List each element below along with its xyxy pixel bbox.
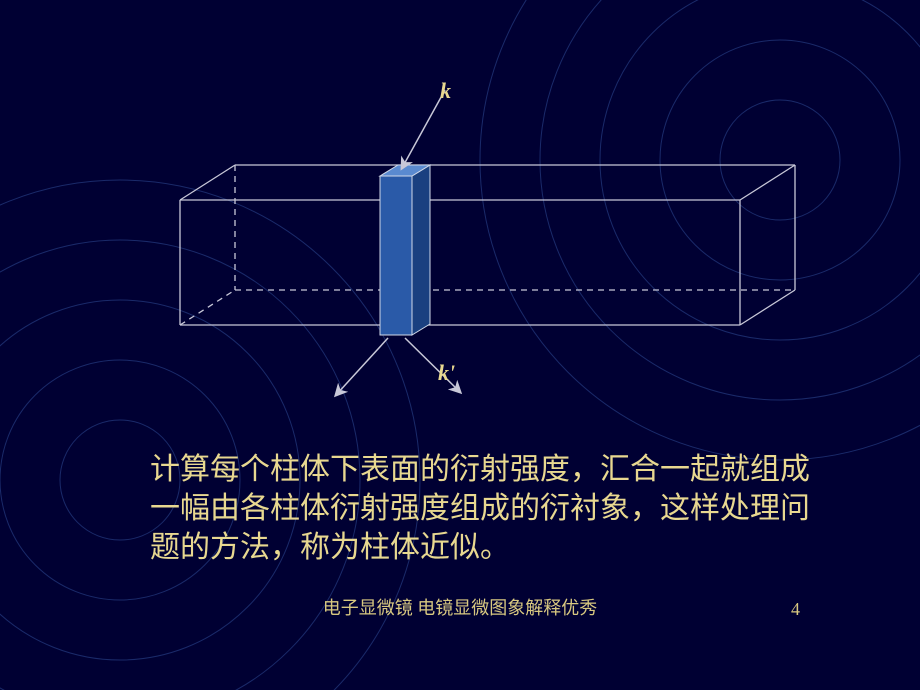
body-text: 计算每个柱体下表面的衍射强度，汇合一起就组成一幅由各柱体衍射强度组成的衍衬象，这… xyxy=(150,450,810,567)
diagram-svg xyxy=(0,0,920,690)
page-number: 4 xyxy=(791,599,800,620)
footer-text: 电子显微镜 电镜显微图象解释优秀 xyxy=(0,594,920,620)
label-k: k xyxy=(440,78,451,104)
label-k-prime: k' xyxy=(438,360,455,386)
